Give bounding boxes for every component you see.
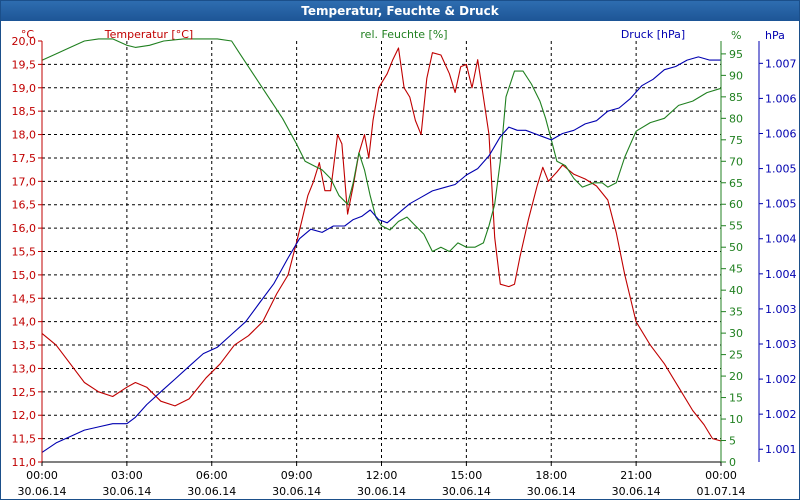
humidity-axis-title: rel. Feuchte [%]: [360, 28, 447, 41]
temperature-tick-label: 16,0: [12, 222, 37, 235]
pressure-tick-label: 1.005: [765, 198, 797, 211]
humidity-tick-label: 80: [729, 112, 743, 125]
x-tick-label-time: 03:00: [111, 469, 143, 482]
x-tick-label-date: 30.06.14: [102, 485, 151, 498]
humidity-tick-label: 30: [729, 327, 743, 340]
pressure-tick-label: 1.006: [765, 127, 797, 140]
humidity-tick-label: 15: [729, 392, 743, 405]
pressure-tick-label: 1.003: [765, 303, 797, 316]
temperature-tick-label: 20,0: [12, 35, 37, 48]
humidity-tick-label: 55: [729, 220, 743, 233]
humidity-tick-label: 5: [729, 435, 736, 448]
humidity-tick-label: 50: [729, 241, 743, 254]
humidity-tick-label: 40: [729, 284, 743, 297]
pressure-tick-label: 1.006: [765, 92, 797, 105]
humidity-tick-label: 25: [729, 349, 743, 362]
temperature-tick-label: 11,0: [12, 456, 37, 469]
pressure-tick-label: 1.004: [765, 233, 797, 246]
temperature-tick-label: 12,0: [12, 409, 37, 422]
x-tick-label-date: 30.06.14: [357, 485, 406, 498]
temperature-tick-label: 16,5: [12, 199, 37, 212]
temperature-tick-label: 13,0: [12, 362, 37, 375]
temperature-tick-label: 15,0: [12, 269, 37, 282]
temperature-series-line: [41, 47, 722, 442]
pressure-series-line: [41, 56, 721, 453]
x-tick-label-time: 18:00: [535, 469, 567, 482]
humidity-tick-label: 35: [729, 306, 743, 319]
x-tick-label-date: 30.06.14: [527, 485, 576, 498]
humidity-tick-label: 65: [729, 177, 743, 190]
temperature-tick-label: 18,5: [12, 105, 37, 118]
humidity-tick-label: 75: [729, 134, 743, 147]
x-tick-label-time: 21:00: [620, 469, 652, 482]
pressure-tick-label: 1.005: [765, 163, 797, 176]
axis-labels: 00:00 30.06.14 03:00 30.06.14 06:00 30.06.14 0…: [12, 28, 797, 498]
plot-frame: [38, 40, 763, 466]
temperature-tick-label: 12,5: [12, 386, 37, 399]
humidity-tick-label: 95: [729, 48, 743, 61]
x-tick-label-time: 15:00: [451, 469, 483, 482]
gridlines: [42, 41, 721, 462]
x-tick-label-time: 00:00: [26, 469, 58, 482]
x-tick-label-time: 09:00: [281, 469, 313, 482]
pressure-tick-label: 1.004: [765, 268, 797, 281]
x-tick-label-date: 30.06.14: [18, 485, 67, 498]
humidity-tick-label: 10: [729, 413, 743, 426]
series-lines: [41, 38, 722, 453]
temperature-tick-label: 11,5: [12, 433, 37, 446]
x-tick-label-date: 30.06.14: [442, 485, 491, 498]
chart-title: Temperatur, Feuchte & Druck: [1, 1, 799, 21]
temperature-tick-label: 14,5: [12, 292, 37, 305]
pressure-unit-label: hPa: [765, 29, 785, 42]
humidity-tick-label: 90: [729, 69, 743, 82]
humidity-series-line: [41, 38, 722, 253]
pressure-tick-label: 1.003: [765, 338, 797, 351]
temperature-tick-label: 18,0: [12, 129, 37, 142]
humidity-tick-label: 85: [729, 91, 743, 104]
temperature-tick-label: 19,5: [12, 58, 37, 71]
temperature-tick-label: 13,5: [12, 339, 37, 352]
humidity-tick-label: 45: [729, 263, 743, 276]
pressure-tick-label: 1.002: [765, 373, 797, 386]
x-tick-label-time: 00:00: [705, 469, 737, 482]
pressure-tick-label: 1.007: [765, 57, 797, 70]
humidity-tick-label: 20: [729, 370, 743, 383]
pressure-axis-title: Druck [hPa]: [621, 28, 685, 41]
temperature-tick-label: 19,0: [12, 82, 37, 95]
temperature-tick-label: 17,0: [12, 175, 37, 188]
humidity-unit-label: %: [731, 29, 741, 42]
x-tick-label-date: 30.06.14: [612, 485, 661, 498]
humidity-tick-label: 0: [729, 456, 736, 469]
temperature-unit-label: °C: [21, 28, 35, 41]
x-tick-label-time: 12:00: [366, 469, 398, 482]
x-tick-label-date: 01.07.14: [697, 485, 746, 498]
pressure-tick-label: 1.002: [765, 408, 797, 421]
humidity-tick-label: 70: [729, 155, 743, 168]
x-tick-label-date: 30.06.14: [187, 485, 236, 498]
chart-canvas: 00:00 30.06.14 03:00 30.06.14 06:00 30.06.14 0…: [12, 28, 797, 498]
x-tick-label-time: 06:00: [196, 469, 228, 482]
temperature-tick-label: 14,0: [12, 316, 37, 329]
humidity-tick-label: 60: [729, 198, 743, 211]
temperature-tick-label: 15,5: [12, 246, 37, 259]
temperature-tick-label: 17,5: [12, 152, 37, 165]
pressure-tick-label: 1.001: [765, 443, 797, 456]
x-tick-label-date: 30.06.14: [272, 485, 321, 498]
temperature-axis-title: Temperatur [°C]: [104, 28, 193, 41]
